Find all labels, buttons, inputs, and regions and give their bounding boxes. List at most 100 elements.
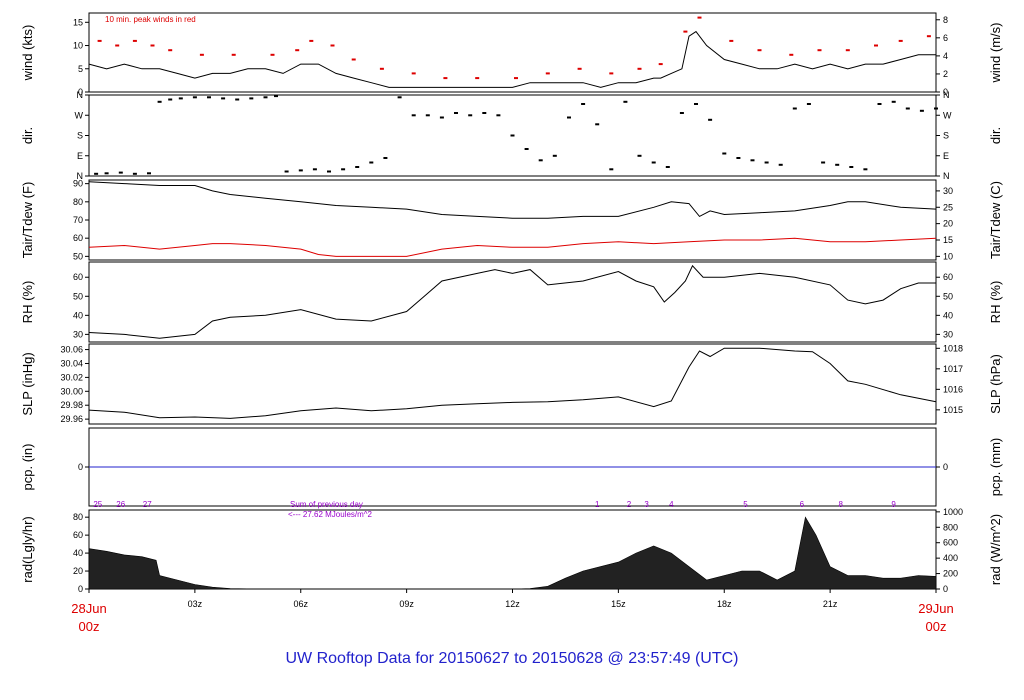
y-tick-label-left: 30.04 [60, 358, 83, 368]
peak-wind-mark [757, 49, 762, 52]
peak-wind-mark [231, 53, 236, 56]
y-tick-label-left: 40 [73, 310, 83, 320]
y-tick-label-right: N [943, 171, 950, 181]
series-area-rad [88, 516, 937, 590]
peak-wind-mark [443, 77, 448, 80]
x-tick-label: 21z [823, 599, 838, 609]
direction-mark [439, 116, 444, 119]
direction-mark [877, 103, 882, 105]
y-tick-label-right: W [943, 110, 952, 120]
direction-mark [221, 97, 226, 100]
y-tick-label-right: 2 [943, 69, 948, 79]
direction-mark [425, 114, 430, 117]
direction-mark [651, 161, 656, 164]
y-tick-label-left: E [77, 151, 83, 161]
y-tick-label-right: S [943, 131, 949, 141]
y-tick-label-left: 29.96 [60, 414, 83, 424]
y-tick-label-right: 6 [943, 33, 948, 43]
direction-mark [764, 161, 769, 164]
x-tick-label: 12z [505, 599, 520, 609]
y-tick-label-left: 5 [78, 64, 83, 74]
day-marker: 25 [93, 500, 102, 509]
y-tick-label-left: 30.06 [60, 345, 83, 355]
x-tick-label-date: 29Jun [918, 601, 953, 616]
footer-title: UW Rooftop Data for 20150627 to 20150628… [0, 650, 1024, 668]
direction-mark [792, 107, 797, 110]
direction-mark [708, 118, 713, 121]
direction-mark [383, 157, 388, 159]
y-tick-label-right: 50 [943, 291, 953, 301]
peak-wind-mark [545, 72, 550, 75]
footer-separator: to [514, 650, 528, 667]
y-tick-label-right: 25 [943, 202, 953, 212]
peak-wind-mark [475, 77, 480, 80]
y-tick-label-left: S [77, 131, 83, 141]
peak-wind-mark [683, 30, 688, 33]
y-tick-label-left: 70 [73, 215, 83, 225]
y-axis-label-right: Tair/Tdew (C) [988, 181, 1003, 259]
panel-pcp: 0 0 pcp. (in) pcp. (mm) [20, 427, 1003, 507]
peak-wind-mark [150, 44, 155, 47]
direction-mark [168, 98, 173, 101]
direction-mark [411, 114, 416, 117]
peak-wind-mark [97, 39, 102, 42]
y-tick-label-right: 200 [943, 569, 958, 579]
peak-wind-mark [379, 67, 384, 70]
direction-mark [274, 95, 278, 98]
direction-mark [849, 166, 854, 168]
day-marker: 5 [743, 500, 748, 509]
direction-mark [524, 148, 529, 150]
y-tick-label-left: W [75, 110, 84, 120]
y-axis-label-left: dir. [20, 127, 35, 144]
peak-wind-mark [926, 35, 931, 38]
direction-mark [722, 152, 727, 155]
direction-mark [482, 112, 487, 114]
direction-mark [694, 103, 698, 105]
peak-wind-mark [168, 49, 173, 52]
y-tick-label-right: 20 [943, 219, 953, 229]
y-axis-label-right: wind (m/s) [988, 23, 1003, 84]
direction-mark [835, 163, 840, 166]
direction-mark [454, 112, 458, 114]
day-marker: 26 [116, 500, 125, 509]
direction-mark [178, 97, 183, 100]
panel-frame [88, 261, 937, 343]
y-tick-label-left: 80 [73, 512, 83, 522]
direction-mark [312, 168, 317, 171]
y-tick-label-left: 15 [73, 17, 83, 27]
x-tick-label-hour: 00z [79, 619, 100, 634]
x-tick-label-hour: 00z [926, 619, 947, 634]
y-axis-label-right: pcp. (mm) [988, 438, 1003, 497]
y-tick-label-right: 1000 [943, 507, 963, 517]
peak-wind-mark [270, 53, 275, 56]
y-tick-label-right: 30 [943, 329, 953, 339]
direction-mark [821, 161, 826, 164]
rad-sum-label: Sum of previous day [290, 500, 363, 509]
panel-temp: 50 60 70 80 90 10 15 20 25 30 Tair/Tdew (F) Tair/Td… [20, 179, 1003, 262]
y-tick-label-right: 60 [943, 272, 953, 282]
footer-timezone: (UTC) [694, 650, 739, 667]
y-axis-label-left: pcp. (in) [20, 444, 35, 491]
direction-mark [863, 168, 868, 171]
y-tick-label-right: N [943, 90, 950, 100]
y-tick-label-left: N [77, 171, 84, 181]
direction-mark [104, 172, 109, 175]
direction-mark [567, 116, 571, 119]
series-line-slp [88, 347, 937, 419]
y-tick-label-left: 29.98 [60, 400, 83, 410]
peak-wind-mark [845, 49, 850, 52]
direction-mark [192, 96, 197, 99]
direction-mark [665, 166, 670, 168]
direction-mark [235, 98, 240, 101]
y-tick-label-right: 1016 [943, 384, 963, 394]
x-tick-label: 03z [188, 599, 203, 609]
direction-mark [397, 96, 402, 99]
y-tick-label-left: 50 [73, 291, 83, 301]
direction-mark [905, 107, 910, 110]
panel-rh: 30 40 50 60 30 40 50 60 RH (%) RH (%) [20, 261, 1003, 343]
y-tick-label-left: 20 [73, 566, 83, 576]
day-marker: 2 [627, 500, 632, 509]
y-axis-label-right: SLP (hPa) [988, 354, 1003, 414]
